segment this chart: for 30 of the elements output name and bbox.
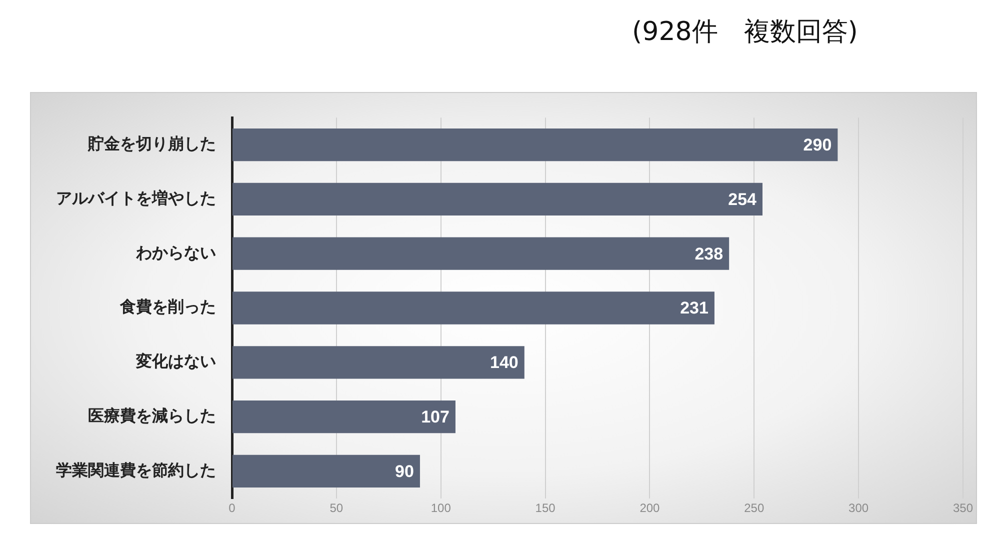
data-label: 254	[728, 190, 758, 209]
x-tick-label: 50	[330, 500, 344, 515]
data-label: 107	[421, 407, 450, 426]
x-tick-label: 150	[535, 500, 556, 515]
x-tick-label: 100	[430, 500, 452, 515]
x-tick-label: 0	[228, 500, 236, 515]
x-tick-label: 200	[640, 500, 660, 515]
data-label: 290	[803, 135, 832, 154]
bar	[232, 237, 730, 270]
y-tick-label: 医療費を減らした	[88, 406, 216, 425]
y-tick-label: わからない	[135, 242, 216, 262]
y-tick-label: 食費を削った	[119, 297, 216, 316]
data-label: 231	[680, 298, 708, 318]
y-tick-label: 貯金を切り崩した	[87, 134, 216, 153]
x-tick-label: 350	[952, 500, 974, 515]
data-label: 238	[694, 244, 724, 264]
y-tick-label: アルバイトを増やした	[56, 188, 216, 208]
x-tick-label: 250	[744, 500, 764, 515]
chart-title: (928件 複数回答)	[631, 16, 859, 49]
bar	[232, 292, 714, 324]
y-tick-label: 学業関連費を節約した	[56, 460, 216, 480]
data-label: 90	[395, 462, 414, 481]
x-tick-label: 300	[848, 500, 869, 515]
data-label: 140	[490, 353, 518, 372]
y-tick-label: 変化はない	[135, 352, 216, 371]
bar	[232, 128, 838, 162]
bar	[232, 454, 420, 488]
bar	[232, 400, 456, 434]
bar	[232, 346, 524, 379]
bar	[232, 182, 762, 216]
